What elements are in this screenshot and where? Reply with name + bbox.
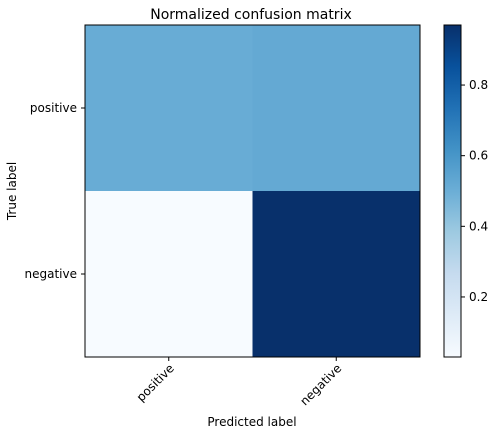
y-tick-label: negative xyxy=(25,267,77,281)
colorbar-tick-label: 0.4 xyxy=(469,219,488,233)
chart-title: Normalized confusion matrix xyxy=(150,7,352,23)
plot-frame xyxy=(84,24,421,358)
colorbar-ticks: 0.2 0.4 0.6 0.8 xyxy=(461,78,488,304)
y-axis-label: True label xyxy=(5,162,19,221)
y-tick-label: positive xyxy=(30,101,77,115)
heatmap-cell xyxy=(85,191,253,358)
colorbar-tick-label: 0.2 xyxy=(469,290,488,304)
x-tick-label: negative xyxy=(297,361,344,408)
x-tick-label: positive xyxy=(134,361,177,404)
colorbar-tick-label: 0.8 xyxy=(469,78,488,92)
x-axis-label: Predicted label xyxy=(207,415,296,429)
heatmap-cells xyxy=(85,25,421,358)
x-ticks: positive negative xyxy=(134,357,344,408)
colorbar-tick-label: 0.6 xyxy=(469,149,488,163)
heatmap-cell xyxy=(252,25,421,192)
heatmap-cell xyxy=(85,25,253,192)
y-ticks: positive negative xyxy=(25,101,85,281)
colorbar xyxy=(443,24,462,358)
heatmap-cell xyxy=(252,191,421,358)
